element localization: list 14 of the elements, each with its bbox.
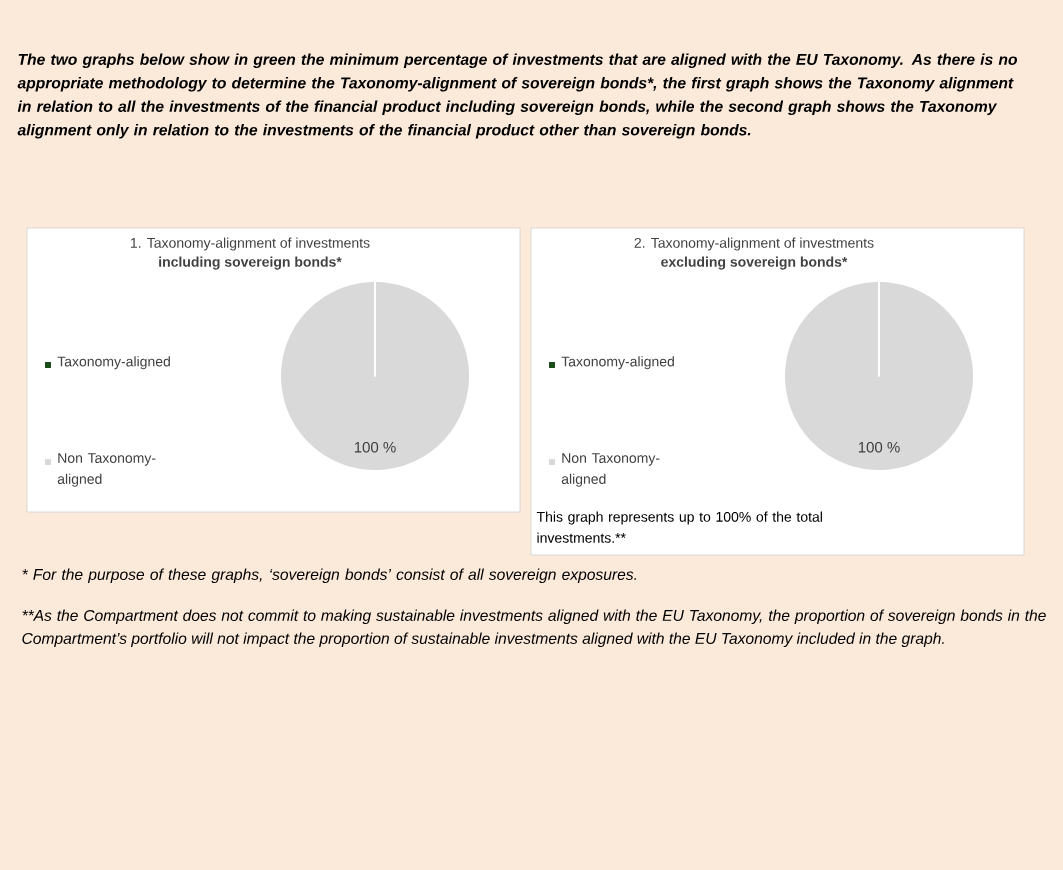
- data-label: 100 %: [858, 441, 900, 453]
- chart-subtitle: excluding sovereign bonds*: [661, 256, 848, 270]
- data-label: 100 %: [354, 441, 396, 453]
- text: **As the Compartment does not commit to making sustainable investments aligned with the EU Taxonomy, the proportion of sovereign bonds in the Compartment’s portfolio will not impact the proportion of sustainable investments aligned with the EU Taxonomy included in the graph.: [22, 609, 1046, 648]
- chart-subtitle: including sovereign bonds*: [159, 256, 342, 270]
- text: * For the purpose of these graphs, ‘sovereign bonds’ consist of all sovereign exposures.: [22, 568, 637, 584]
- text: This graph represents up to 100% of the total investments.**: [536, 511, 822, 543]
- legend-label: Taxonomy-aligned: [561, 356, 674, 370]
- chart-title: 1. Taxonomy-alignment of investments: [130, 237, 370, 251]
- chart-title: 2. Taxonomy-alignment of investments: [634, 237, 874, 251]
- legend-label: Taxonomy-aligned: [57, 356, 170, 370]
- legend-label: Non Taxonomy-aligned: [561, 453, 660, 487]
- legend-label: Non Taxonomy-aligned: [57, 453, 156, 487]
- text: The two graphs below show in green the minimum percentage of investments that are aligned with the EU Taxonomy. As there is no appropriate methodology to determine the Taxonomy-alignment of sovereign bonds*, the first graph shows the Taxonomy alignment in relation to all the investments of the financial product including sovereign bonds, while the second graph shows the Taxonomy alignment only in relation to the investments of the financial product other than sovereign bonds.: [17, 53, 1018, 139]
